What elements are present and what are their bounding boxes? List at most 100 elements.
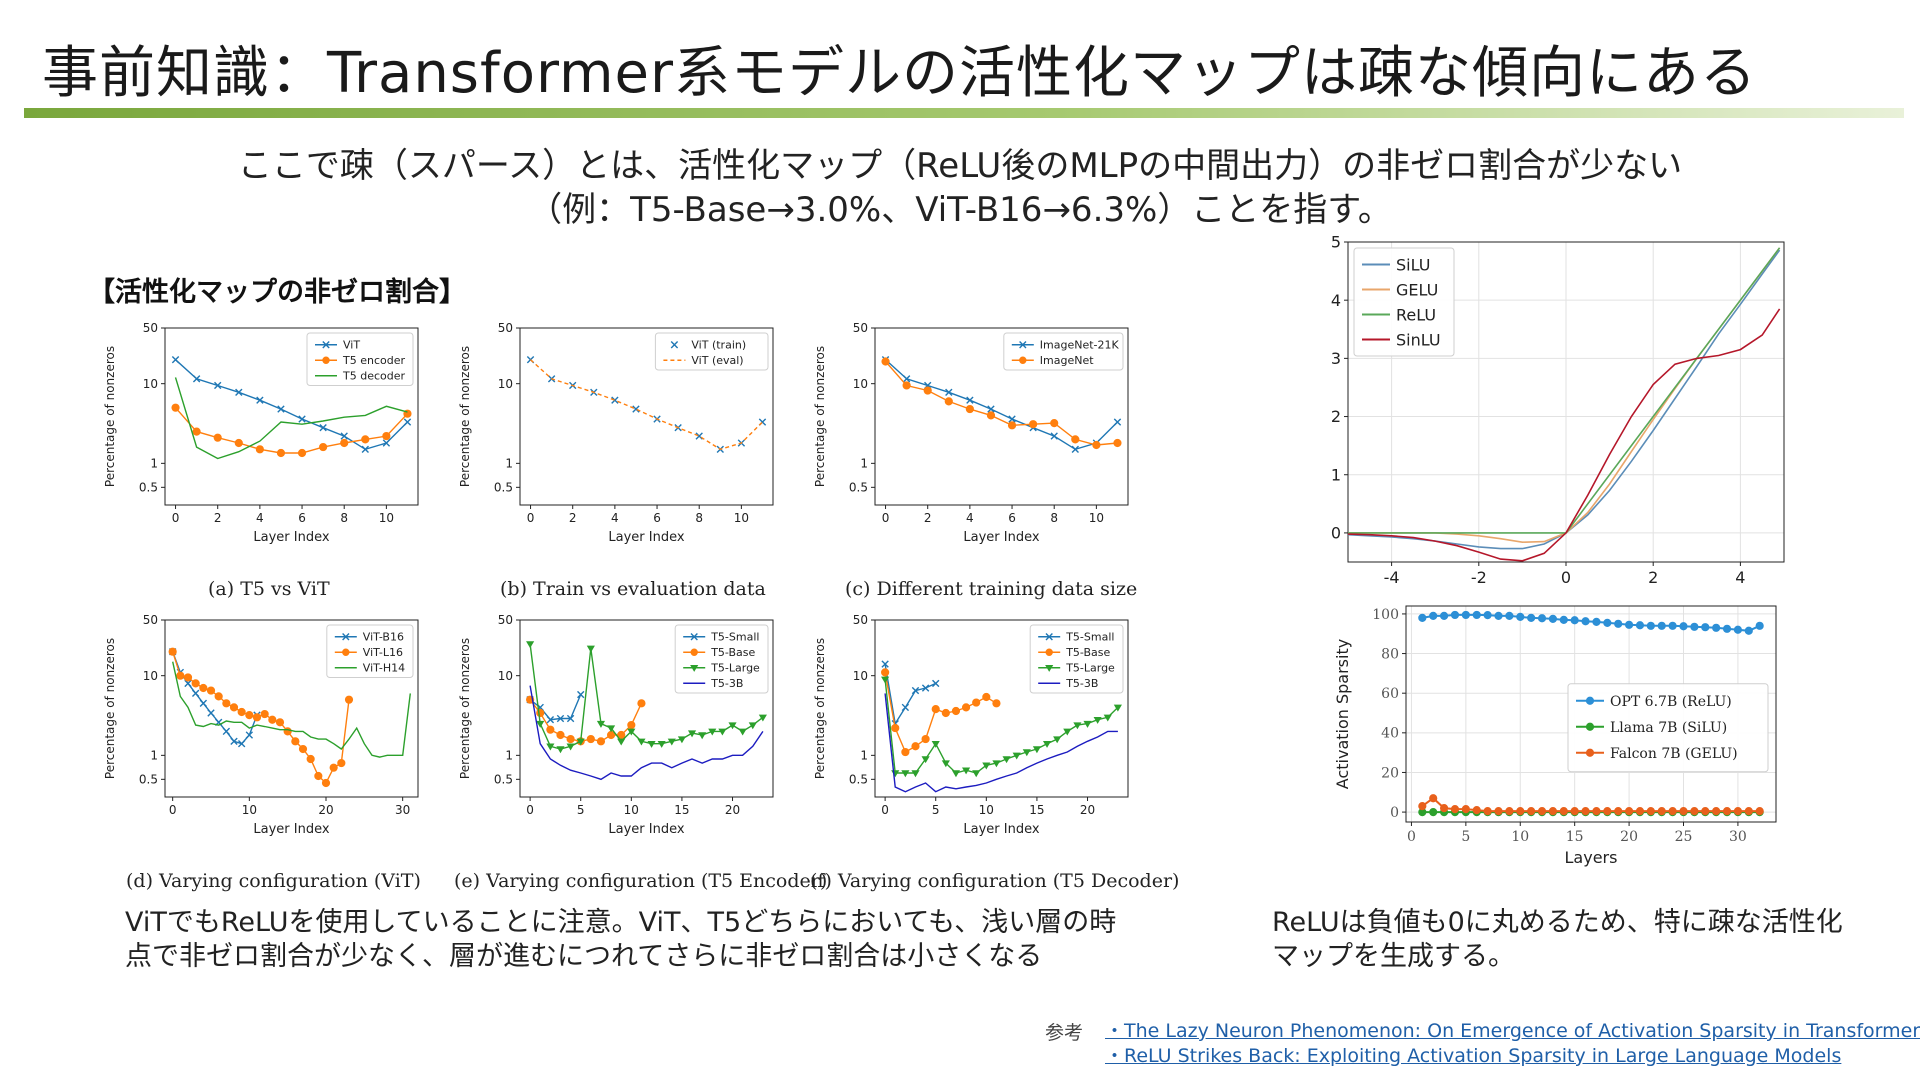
lead-line-1: ここで疎（スパース）とは、活性化マップ（ReLU後のMLPの中間出力）の非ゼロ割… xyxy=(237,146,1683,186)
data-point-t5-large xyxy=(708,728,717,736)
data-point-vit-b16 xyxy=(230,737,238,746)
data-point-t5-large xyxy=(698,732,707,740)
data-point-t5-large xyxy=(667,738,676,746)
data-point-vit-l16 xyxy=(191,679,200,688)
y-tick-label: 20 xyxy=(1381,765,1399,781)
y-tick-label: 0 xyxy=(1390,805,1399,821)
data-point-t5-base xyxy=(921,734,930,744)
data-point-imagenet xyxy=(923,386,932,395)
legend-marker-falcon-7b-gelu xyxy=(1585,748,1595,757)
y-tick-label: 1 xyxy=(1331,465,1341,484)
data-point-vit xyxy=(171,356,180,364)
data-point-vit-l16 xyxy=(291,737,300,746)
x-tick-label: 15 xyxy=(1566,829,1584,845)
x-tick-label: 0 xyxy=(881,803,889,817)
x-tick-label: -2 xyxy=(1471,568,1487,587)
series-line-vit xyxy=(175,359,408,451)
legend-marker-imagenet-21k xyxy=(1019,341,1027,349)
data-point-opt-6-7b-relu xyxy=(1592,617,1601,626)
data-point-t5-large xyxy=(931,740,940,748)
lead-line-2: （例：T5-Base→3.0%、ViT-B16→6.3%）ことを指す。 xyxy=(528,190,1392,230)
data-point-falcon-7b-gelu xyxy=(1527,807,1536,816)
data-point-t5-small xyxy=(932,679,940,688)
legend-marker-vit-b16 xyxy=(342,633,350,641)
legend-marker-llama-7b-silu xyxy=(1585,722,1595,731)
legend-label-gelu: GELU xyxy=(1396,280,1438,299)
data-point-falcon-7b-gelu xyxy=(1559,807,1568,816)
data-point-t5-base xyxy=(951,706,961,716)
data-point-t5-base xyxy=(992,699,1001,708)
reference-link-relu-strikes-back[interactable]: ・ReLU Strikes Back: Exploiting Activatio… xyxy=(1105,1045,1842,1067)
data-point-falcon-7b-gelu xyxy=(1733,807,1743,816)
data-point-imagenet xyxy=(1092,440,1101,450)
references-label: 参考 xyxy=(1045,1022,1084,1044)
y-tick-label: 0.5 xyxy=(494,773,513,787)
reference-link-lazy-neuron[interactable]: ・The Lazy Neuron Phenomenon: On Emergenc… xyxy=(1105,1020,1920,1042)
data-point-t5-base xyxy=(972,698,981,707)
data-point-t5-base xyxy=(637,699,646,708)
x-tick-label: 5 xyxy=(577,803,585,817)
data-point-vit-train xyxy=(611,396,619,404)
data-point-vit-l16 xyxy=(306,754,315,764)
x-tick-label: 0 xyxy=(1561,568,1571,587)
data-point-vit-b16 xyxy=(199,699,208,708)
data-point-t5-large xyxy=(1032,746,1041,754)
data-point-falcon-7b-gelu xyxy=(1581,807,1590,816)
legend-marker-t5-large xyxy=(690,665,699,672)
data-point-t5-base xyxy=(982,692,991,702)
series-line-imagenet xyxy=(884,361,1118,446)
data-point-t5-encoder xyxy=(234,438,243,448)
y-tick-label: 0 xyxy=(1331,524,1341,543)
data-point-t5-large xyxy=(1053,736,1062,744)
data-point-t5-large xyxy=(1063,728,1072,736)
data-point-t5-large xyxy=(921,756,930,764)
y-tick-label: 10 xyxy=(498,377,513,391)
data-point-opt-6-7b-relu xyxy=(1614,619,1623,628)
series-line-vit-h14 xyxy=(172,661,411,758)
data-point-falcon-7b-gelu xyxy=(1461,805,1470,814)
data-point-t5-large xyxy=(647,740,656,748)
x-tick-label: 15 xyxy=(674,803,689,817)
data-point-vit xyxy=(192,375,201,383)
data-point-vit-l16 xyxy=(314,771,323,781)
data-point-t5-encoder xyxy=(297,448,307,458)
y-tick-label: 0.5 xyxy=(139,773,158,787)
data-point-t5-large xyxy=(617,738,626,746)
data-point-t5-base xyxy=(911,742,920,751)
data-point-vit-l16 xyxy=(252,713,262,722)
note-right-line-1: ReLUは負値も0に丸めるため、特に疎な活性化 xyxy=(1272,907,1843,938)
legend-marker-vit-train xyxy=(670,341,679,349)
data-point-t5-small xyxy=(881,660,889,668)
data-point-falcon-7b-gelu xyxy=(1603,807,1612,816)
data-point-t5-large xyxy=(748,722,757,730)
data-point-falcon-7b-gelu xyxy=(1701,807,1710,816)
legend-marker-imagenet xyxy=(1019,356,1027,364)
data-point-t5-encoder xyxy=(382,431,391,441)
x-tick-label: 20 xyxy=(725,803,740,817)
x-tick-label: 10 xyxy=(1511,829,1529,845)
data-point-imagenet xyxy=(881,357,890,366)
data-point-vit-l16 xyxy=(329,763,338,772)
data-point-t5-encoder xyxy=(340,438,349,448)
x-tick-label: 8 xyxy=(695,511,703,525)
x-tick-label: 10 xyxy=(979,803,994,817)
data-point-t5-base xyxy=(596,737,606,746)
x-tick-label: 30 xyxy=(1729,829,1747,845)
data-point-vit xyxy=(340,432,348,440)
y-tick-label: 50 xyxy=(143,321,158,335)
plot-frame xyxy=(519,619,774,798)
data-point-imagenet-21k xyxy=(945,388,953,396)
data-point-vit-l16 xyxy=(245,711,254,720)
legend-marker-t5-base xyxy=(1045,648,1053,656)
data-point-opt-6-7b-relu xyxy=(1679,622,1688,631)
data-point-t5-encoder xyxy=(171,403,180,412)
data-point-vit-l16 xyxy=(168,647,177,656)
section-label: 【活性化マップの非ゼロ割合】 xyxy=(88,277,466,308)
note-left-line-1: ViTでもReLUを使用していることに注意。ViT、T5どちらにおいても、浅い層… xyxy=(125,907,1117,938)
data-point-vit xyxy=(403,418,412,426)
data-point-t5-small xyxy=(566,714,575,723)
data-point-t5-large xyxy=(962,767,971,775)
data-point-opt-6-7b-relu xyxy=(1733,625,1743,634)
legend-label-llama-7b-silu: Llama 7B (SiLU) xyxy=(1610,720,1727,736)
y-tick-label: 4 xyxy=(1331,291,1341,310)
